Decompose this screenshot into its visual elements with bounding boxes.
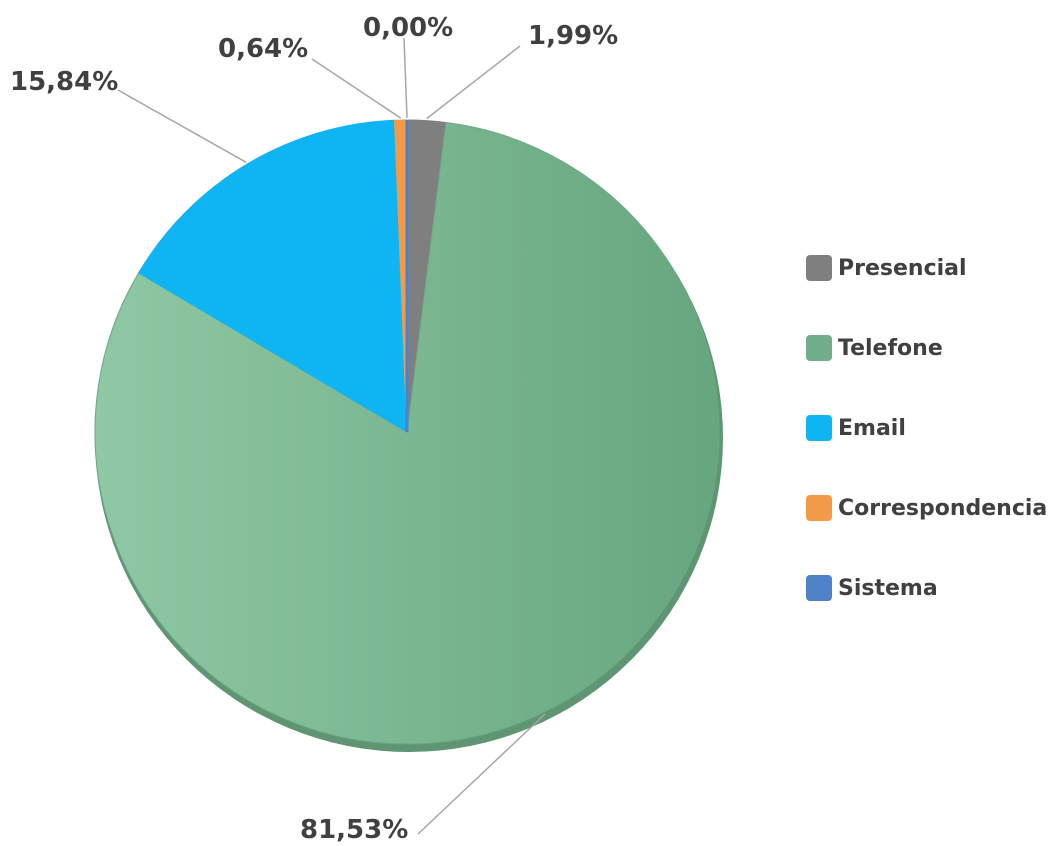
leader-line-sistema xyxy=(403,37,408,119)
data-label-presencial: 1,99% xyxy=(528,21,618,51)
data-label-email: 15,84% xyxy=(10,67,118,97)
legend-item-sistema: Sistema xyxy=(806,548,1047,628)
legend-label-telefone: Telefone xyxy=(838,335,943,361)
legend-item-email: Email xyxy=(806,388,1047,468)
legend-swatch-correspondencia xyxy=(806,495,832,521)
leader-line-presencial xyxy=(426,45,521,120)
legend-label-presencial: Presencial xyxy=(838,255,967,281)
data-label-correspondencia: 0,64% xyxy=(218,34,308,64)
legend-swatch-sistema xyxy=(806,575,832,601)
legend-swatch-telefone xyxy=(806,335,832,361)
chart-legend: Presencial Telefone Email Correspondenci… xyxy=(806,228,1047,628)
legend-swatch-email xyxy=(806,415,832,441)
legend-label-sistema: Sistema xyxy=(838,575,938,601)
legend-label-correspondencia: Correspondencia xyxy=(838,495,1048,521)
leader-line-telefone xyxy=(417,713,546,835)
data-label-telefone: 81,53% xyxy=(300,815,408,845)
legend-swatch-presencial xyxy=(806,255,832,281)
legend-item-telefone: Telefone xyxy=(806,308,1047,388)
leader-line-correspondencia xyxy=(311,58,402,119)
legend-item-correspondencia: Correspondencia xyxy=(806,468,1047,548)
leader-line-email xyxy=(117,89,247,163)
pie-slice-email xyxy=(137,119,408,433)
legend-item-presencial: Presencial xyxy=(806,228,1047,308)
pie-slice-telefone xyxy=(94,121,720,745)
data-label-sistema: 0,00% xyxy=(363,13,453,43)
legend-label-email: Email xyxy=(838,415,906,441)
